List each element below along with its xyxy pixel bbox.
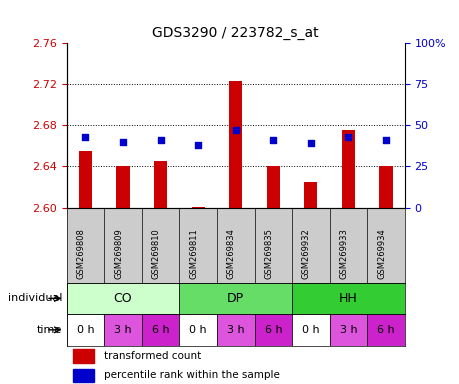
Bar bbox=[67, 314, 104, 346]
Bar bbox=[73, 369, 94, 382]
Text: 6 h: 6 h bbox=[264, 325, 281, 335]
Point bbox=[269, 137, 276, 143]
Text: HH: HH bbox=[338, 292, 357, 305]
Point bbox=[344, 134, 352, 140]
Text: GSM269834: GSM269834 bbox=[226, 228, 235, 279]
Point bbox=[381, 137, 389, 143]
Bar bbox=[341, 130, 354, 208]
Bar bbox=[154, 161, 167, 208]
Text: GSM269932: GSM269932 bbox=[301, 228, 310, 279]
Bar bbox=[254, 314, 291, 346]
Title: GDS3290 / 223782_s_at: GDS3290 / 223782_s_at bbox=[152, 26, 319, 40]
Text: GSM269808: GSM269808 bbox=[76, 228, 85, 279]
Text: 3 h: 3 h bbox=[114, 325, 132, 335]
Bar bbox=[141, 314, 179, 346]
Bar bbox=[79, 151, 92, 208]
Text: time: time bbox=[37, 325, 62, 335]
Bar bbox=[217, 314, 254, 346]
Text: 0 h: 0 h bbox=[77, 325, 94, 335]
Point bbox=[119, 139, 127, 145]
Text: 3 h: 3 h bbox=[339, 325, 357, 335]
Text: DP: DP bbox=[227, 292, 244, 305]
Bar bbox=[266, 167, 279, 208]
Text: 3 h: 3 h bbox=[226, 325, 244, 335]
Bar bbox=[116, 167, 129, 208]
Bar bbox=[366, 314, 404, 346]
Bar bbox=[379, 167, 392, 208]
Point bbox=[157, 137, 164, 143]
Bar bbox=[329, 314, 366, 346]
Bar bbox=[291, 283, 404, 314]
Bar bbox=[229, 81, 242, 208]
Text: percentile rank within the sample: percentile rank within the sample bbox=[104, 370, 279, 381]
Bar bbox=[67, 283, 179, 314]
Bar bbox=[179, 314, 217, 346]
Bar bbox=[73, 349, 94, 363]
Bar bbox=[304, 182, 317, 208]
Point bbox=[194, 142, 202, 148]
Text: GSM269810: GSM269810 bbox=[151, 228, 160, 279]
Bar bbox=[104, 314, 141, 346]
Text: GSM269811: GSM269811 bbox=[189, 228, 198, 279]
Bar bbox=[291, 314, 329, 346]
Bar bbox=[191, 207, 204, 208]
Text: GSM269934: GSM269934 bbox=[376, 228, 385, 279]
Text: GSM269835: GSM269835 bbox=[264, 228, 273, 279]
Bar bbox=[179, 283, 291, 314]
Text: transformed count: transformed count bbox=[104, 351, 201, 361]
Text: individual: individual bbox=[8, 293, 62, 303]
Point bbox=[307, 140, 314, 146]
Text: 0 h: 0 h bbox=[302, 325, 319, 335]
Text: GSM269933: GSM269933 bbox=[339, 228, 348, 279]
Text: 0 h: 0 h bbox=[189, 325, 207, 335]
Text: 6 h: 6 h bbox=[151, 325, 169, 335]
Point bbox=[232, 127, 239, 133]
Text: GSM269809: GSM269809 bbox=[114, 228, 123, 279]
Text: CO: CO bbox=[113, 292, 132, 305]
Text: 6 h: 6 h bbox=[376, 325, 394, 335]
Point bbox=[82, 134, 89, 140]
